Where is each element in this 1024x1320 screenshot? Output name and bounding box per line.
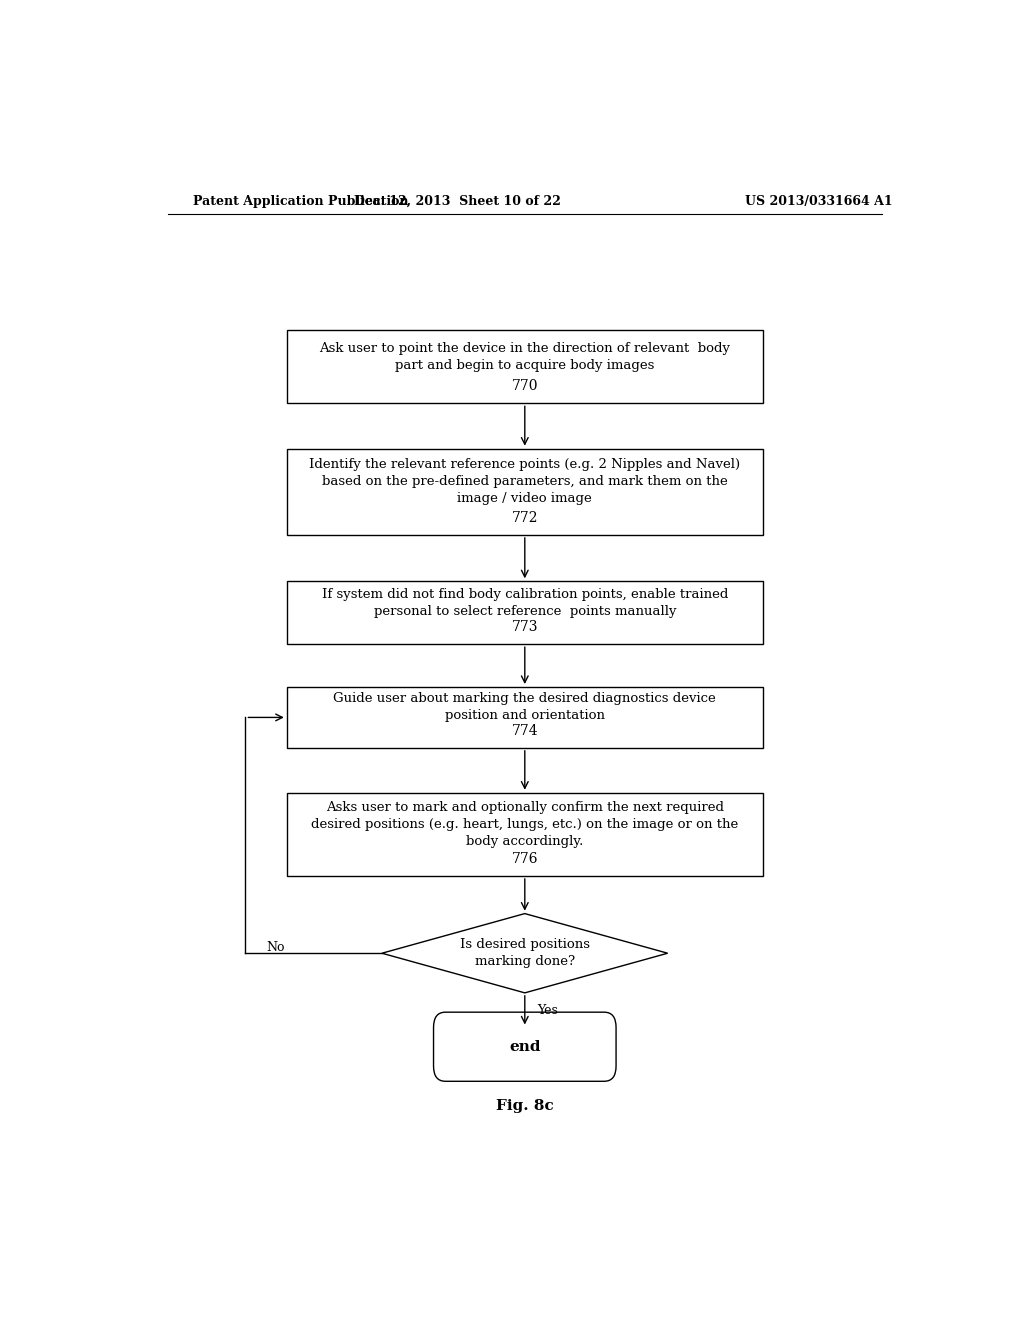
FancyBboxPatch shape — [287, 449, 763, 535]
Text: Yes: Yes — [538, 1003, 558, 1016]
Text: Is desired positions
marking done?: Is desired positions marking done? — [460, 939, 590, 969]
Polygon shape — [382, 913, 668, 993]
Text: Asks user to mark and optionally confirm the next required
desired positions (e.: Asks user to mark and optionally confirm… — [311, 801, 738, 847]
FancyBboxPatch shape — [287, 792, 763, 876]
Text: Dec. 12, 2013  Sheet 10 of 22: Dec. 12, 2013 Sheet 10 of 22 — [354, 194, 561, 207]
Text: 776: 776 — [512, 851, 538, 866]
Text: Identify the relevant reference points (e.g. 2 Nipples and Navel)
based on the p: Identify the relevant reference points (… — [309, 458, 740, 506]
Text: US 2013/0331664 A1: US 2013/0331664 A1 — [744, 194, 892, 207]
Text: end: end — [509, 1040, 541, 1053]
FancyBboxPatch shape — [287, 330, 763, 404]
Text: 772: 772 — [512, 511, 538, 525]
Text: If system did not find body calibration points, enable trained
personal to selec: If system did not find body calibration … — [322, 587, 728, 618]
Text: No: No — [266, 941, 285, 953]
Text: Fig. 8c: Fig. 8c — [496, 1098, 554, 1113]
Text: 770: 770 — [512, 379, 538, 393]
Text: Ask user to point the device in the direction of relevant  body
part and begin t: Ask user to point the device in the dire… — [319, 342, 730, 372]
Text: 773: 773 — [512, 620, 538, 634]
Text: 774: 774 — [511, 723, 539, 738]
FancyBboxPatch shape — [433, 1012, 616, 1081]
FancyBboxPatch shape — [287, 581, 763, 644]
Text: Patent Application Publication: Patent Application Publication — [194, 194, 409, 207]
Text: Guide user about marking the desired diagnostics device
position and orientation: Guide user about marking the desired dia… — [334, 692, 716, 722]
FancyBboxPatch shape — [287, 686, 763, 748]
